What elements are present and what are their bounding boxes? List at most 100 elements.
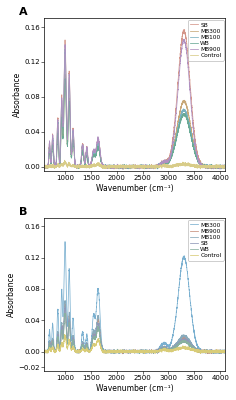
MB900 — [128, 166, 131, 170]
MB100 — [150, 164, 153, 169]
SB — [122, 351, 125, 356]
MB300 — [109, 349, 111, 354]
Control — [109, 350, 111, 354]
SB — [158, 162, 161, 167]
Control — [63, 158, 66, 163]
Control — [210, 165, 213, 170]
MB100 — [219, 351, 222, 356]
WB — [224, 348, 227, 353]
MB900 — [109, 349, 111, 354]
MB100 — [128, 165, 131, 170]
MB300 — [224, 349, 227, 354]
Control — [158, 349, 161, 354]
MB900 — [43, 350, 46, 355]
MB900 — [122, 352, 124, 356]
MB900 — [183, 37, 185, 42]
MB100 — [150, 349, 153, 354]
MB900 — [210, 350, 213, 354]
WB — [138, 351, 141, 356]
WB — [158, 348, 161, 353]
MB100 — [219, 167, 222, 172]
WB — [150, 165, 153, 170]
MB900 — [210, 165, 213, 170]
WB — [109, 349, 111, 354]
WB — [81, 150, 84, 155]
Line: MB300: MB300 — [44, 74, 225, 169]
Control — [143, 166, 146, 171]
MB100 — [210, 349, 213, 354]
WB — [81, 343, 84, 348]
SB — [150, 165, 153, 170]
MB300 — [81, 332, 84, 336]
WB — [210, 350, 213, 354]
Line: MB100: MB100 — [44, 300, 225, 354]
MB100 — [63, 47, 66, 52]
WB — [64, 311, 67, 316]
WB — [128, 165, 131, 170]
MB100 — [63, 298, 66, 303]
Line: Control: Control — [44, 334, 225, 354]
MB900 — [138, 166, 141, 171]
MB300 — [122, 167, 124, 172]
MB300 — [158, 345, 161, 350]
WB — [210, 164, 213, 169]
SB — [224, 349, 227, 354]
SB — [210, 349, 213, 354]
Control — [143, 351, 146, 356]
WB — [158, 163, 161, 168]
SB — [183, 27, 186, 32]
WB — [43, 163, 46, 168]
MB300 — [150, 350, 153, 354]
MB300 — [128, 350, 131, 354]
MB300 — [150, 164, 153, 168]
WB — [43, 348, 46, 353]
Control — [109, 165, 111, 170]
Legend: SB, MB300, MB100, WB, MB900, Control: SB, MB300, MB100, WB, MB900, Control — [188, 20, 223, 60]
Line: MB900: MB900 — [44, 39, 225, 169]
MB900 — [128, 349, 131, 354]
SB — [81, 144, 84, 149]
MB100 — [109, 164, 111, 169]
MB100 — [158, 162, 161, 167]
X-axis label: Wavenumber (cm⁻¹): Wavenumber (cm⁻¹) — [96, 384, 174, 393]
MB900 — [108, 164, 111, 169]
MB300 — [224, 165, 227, 170]
MB300 — [210, 349, 213, 354]
SB — [109, 349, 111, 354]
MB900 — [150, 348, 153, 353]
SB — [43, 164, 46, 169]
MB100 — [224, 164, 227, 169]
Control — [128, 350, 131, 354]
MB100 — [109, 349, 111, 354]
Line: MB900: MB900 — [44, 304, 225, 354]
Control — [81, 347, 84, 352]
Text: B: B — [19, 207, 27, 217]
MB100 — [224, 349, 227, 354]
WB — [64, 76, 67, 81]
MB300 — [210, 165, 213, 170]
X-axis label: Wavenumber (cm⁻¹): Wavenumber (cm⁻¹) — [96, 184, 174, 193]
MB100 — [43, 349, 46, 354]
Line: SB: SB — [44, 30, 225, 169]
MB300 — [43, 165, 46, 170]
MB900 — [158, 163, 161, 168]
SB — [224, 164, 227, 169]
SB — [43, 348, 46, 353]
MB900 — [43, 164, 46, 168]
Line: WB: WB — [44, 314, 225, 354]
MB100 — [81, 144, 84, 149]
WB — [122, 167, 125, 172]
MB100 — [158, 347, 161, 352]
MB900 — [224, 350, 227, 354]
Text: A: A — [19, 7, 28, 17]
Line: MB300: MB300 — [44, 242, 225, 354]
Line: MB100: MB100 — [44, 49, 225, 169]
SB — [108, 164, 111, 169]
Control — [150, 350, 153, 354]
MB100 — [43, 164, 46, 169]
SB — [113, 166, 115, 171]
MB300 — [128, 164, 131, 169]
MB100 — [128, 350, 131, 355]
WB — [128, 348, 131, 353]
Control — [43, 164, 46, 169]
